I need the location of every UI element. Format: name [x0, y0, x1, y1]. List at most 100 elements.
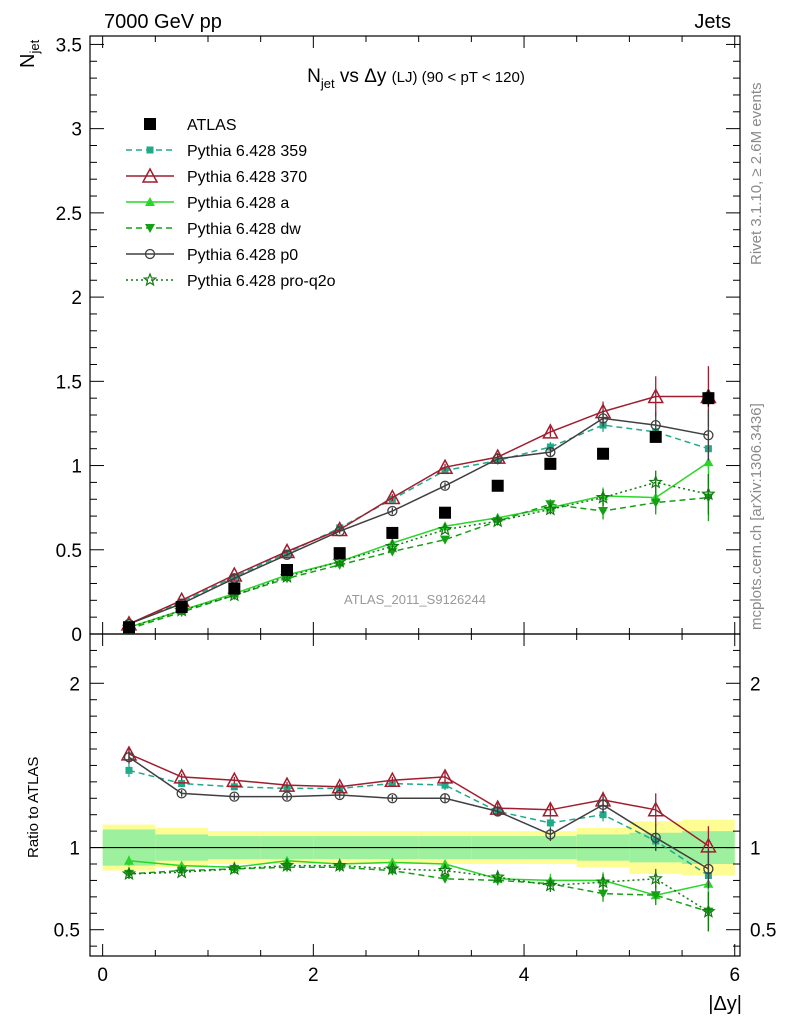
ratio-series-line: [128, 864, 709, 913]
legend-entry: Pythia 6.428 pro-q2o: [126, 272, 336, 290]
ratio-point: [387, 793, 398, 804]
ratio-y-tick-label-right: 1: [750, 839, 761, 860]
ratio-point: [542, 801, 559, 817]
main-plot: 0 0.5 1 1.5 2 2.5 3 3.5: [56, 35, 741, 646]
mcplots-label: mcplots.cern.ch [arXiv:1306.3436]: [748, 403, 765, 630]
ratio-point: [384, 771, 401, 787]
legend-label: Pythia 6.428 359: [187, 143, 307, 160]
ratio-point: [123, 855, 134, 865]
main-point: [226, 566, 243, 582]
main-series-line: [128, 461, 709, 629]
main-ylabel-sub: jet: [27, 39, 42, 54]
main-point: [334, 526, 345, 537]
main-point: [332, 553, 347, 568]
header-right: Jets: [694, 11, 731, 33]
ratio-point: [279, 857, 295, 872]
legend-label: Pythia 6.428 370: [187, 169, 307, 186]
main-point: [703, 457, 714, 467]
main-point: [387, 505, 398, 517]
ratio-data: [90, 745, 740, 932]
main-point: [542, 423, 559, 439]
ratio-point: [492, 806, 503, 817]
ratio-point: [703, 863, 714, 875]
ratio-point: [439, 793, 451, 804]
main-y-tick-label: 1: [71, 457, 82, 478]
ratio-series-line: [128, 753, 709, 847]
main-y-tick-label: 3: [71, 120, 82, 141]
main-point: [278, 542, 296, 559]
main-point: [543, 501, 558, 516]
main-point: [385, 538, 400, 553]
chart-title-n: N: [307, 66, 321, 87]
x-axis-label: |Δy|: [708, 993, 742, 1015]
ratio-point: [227, 861, 242, 876]
main-point: [439, 506, 452, 519]
ratio-y-tick-label: 0.5: [54, 921, 80, 942]
header-left: 7000 GeV pp: [104, 11, 222, 33]
legend-marker: [145, 197, 155, 206]
ratio-series: [121, 857, 716, 932]
main-series-line: [128, 424, 709, 625]
main-point: [647, 387, 664, 404]
main-point: [228, 582, 241, 595]
chart-title-sub: jet: [320, 76, 335, 91]
ratio-y-tick-label: 2: [69, 674, 80, 695]
main-point: [386, 526, 399, 539]
main-point: [649, 430, 662, 443]
main-point: [333, 547, 346, 560]
legend-marker: [145, 224, 155, 233]
legend-entry: Pythia 6.428 a: [126, 195, 289, 212]
legend-marker: [144, 118, 156, 130]
x-tick-label: 4: [519, 965, 530, 986]
main-y-tick-label: 2: [71, 288, 82, 309]
chart-title-tail: (90 < pT < 120): [418, 69, 525, 86]
watermark: ATLAS_2011_S9126244: [344, 592, 486, 607]
main-point: [703, 430, 714, 441]
ratio-y-tick-label-right: 2: [750, 674, 761, 695]
legend-entry: Pythia 6.428 359: [126, 143, 307, 160]
main-ylabel: Njet: [17, 39, 42, 68]
legend: ATLAS Pythia 6.428 359 Pythia 6.428 370 Pyt…: [126, 117, 336, 290]
main-series-line: [128, 481, 709, 629]
x-tick-label: 2: [308, 965, 319, 986]
ratio-point: [176, 788, 187, 799]
ratio-point: [174, 864, 189, 879]
main-point: [595, 489, 611, 504]
main-point: [597, 413, 609, 424]
ratio-point: [440, 874, 451, 884]
main-point: [436, 458, 454, 474]
main-point: [384, 488, 401, 505]
ratio-point: [281, 791, 293, 802]
main-point: [492, 453, 503, 464]
main-data: [120, 366, 717, 634]
main-series-line: [128, 395, 709, 625]
ratio-y-tick-label: 1: [69, 839, 80, 860]
main-series: [121, 470, 716, 634]
ratio-plot: 0.5 0.5 1 1 2 2 0 2 4 6: [54, 633, 776, 986]
main-point: [387, 547, 398, 557]
main-point: [702, 392, 715, 405]
main-point: [440, 535, 451, 545]
ratio-point: [437, 862, 453, 877]
ratio-point: [334, 789, 345, 801]
main-point: [545, 446, 556, 458]
main-ylabel-n: N: [17, 54, 39, 68]
main-y-tick-label: 1.5: [56, 372, 82, 393]
ratio-frame: [89, 633, 741, 957]
ratio-point: [385, 861, 400, 876]
ratio-point: [436, 768, 454, 784]
main-point: [439, 480, 451, 491]
main-point: [175, 601, 188, 614]
ratio-point: [490, 869, 505, 884]
main-point: [122, 621, 135, 634]
ratio-point: [648, 871, 663, 885]
legend-entry: ATLAS: [144, 117, 237, 134]
x-tick-label: 6: [729, 965, 740, 986]
main-point: [650, 498, 661, 508]
ratio-point: [545, 829, 556, 840]
ratio-point: [441, 781, 449, 789]
ratio-point: [543, 877, 558, 892]
main-point: [281, 549, 293, 560]
main-point: [281, 563, 294, 576]
ratio-series: [123, 863, 714, 932]
